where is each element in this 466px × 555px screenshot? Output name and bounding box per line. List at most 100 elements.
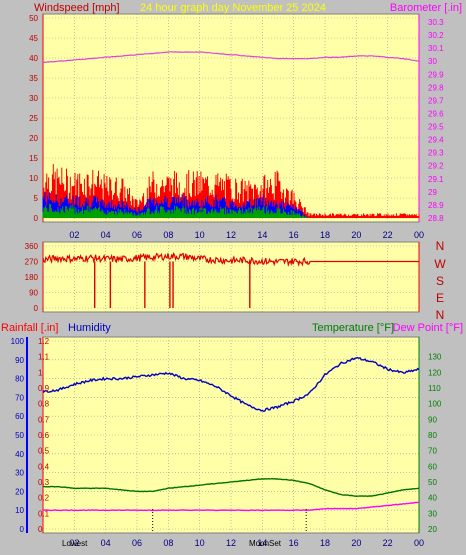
hour-tick-label-wind-18: 18 <box>320 230 330 240</box>
hour-tick-label-humidity-06: 06 <box>132 538 142 548</box>
temp-tick-label-80: 80 <box>428 431 437 440</box>
wind-tick-label-5: 5 <box>34 194 39 203</box>
hour-tick-label-wind-22: 22 <box>383 230 393 240</box>
rain-tick-label-12: 0 <box>38 525 43 534</box>
series-wind-low <box>42 203 310 218</box>
temperature-label: Temperature [°F] <box>312 322 394 334</box>
temp-tick-label-50: 50 <box>428 478 437 487</box>
baro-tick-label-5: 29.8 <box>428 83 444 92</box>
baro-tick-label-3: 30 <box>428 57 437 66</box>
graph-date-title: 24 hour graph day November 25 2024 <box>140 2 326 14</box>
wind-tick-label-40: 40 <box>29 54 38 63</box>
dir-letter-w: W <box>434 257 446 271</box>
baro-tick-label-14: 28.9 <box>428 201 444 210</box>
humidity-tick-label-90: 90 <box>15 356 24 365</box>
humidity-tick-label-10: 10 <box>15 506 24 515</box>
humidity-tick-label-0: 0 <box>20 525 25 534</box>
temp-tick-label-100: 100 <box>428 400 442 409</box>
hour-tick-label-wind-02: 02 <box>69 230 79 240</box>
hour-tick-label-wind-00: 00 <box>414 230 424 240</box>
chart-marks <box>42 51 420 533</box>
humidity-tick-label-40: 40 <box>15 450 24 459</box>
baro-tick-label-12: 29.1 <box>428 175 444 184</box>
wind-tick-label-45: 45 <box>29 34 38 43</box>
baro-tick-label-13: 29 <box>428 188 437 197</box>
baro-tick-label-9: 29.4 <box>428 136 444 145</box>
wind-tick-label-10: 10 <box>29 174 38 183</box>
direction-letters: N W S E N <box>434 239 446 322</box>
tick-labels: 0202040406060808101012121414161618182020… <box>11 14 444 548</box>
wind-tick-label-0: 0 <box>34 214 39 223</box>
humidity-tick-label-60: 60 <box>15 412 24 421</box>
lowest-label: Lowest <box>62 539 88 548</box>
rain-tick-label-11: 0.1 <box>38 509 50 518</box>
temp-tick-label-70: 70 <box>428 447 437 456</box>
temp-tick-label-60: 60 <box>428 462 437 471</box>
humidity-tick-label-30: 30 <box>15 469 24 478</box>
baro-tick-label-2: 30.1 <box>428 44 444 53</box>
humidity-tick-label-20: 20 <box>15 487 24 496</box>
rain-tick-label-5: 0.7 <box>38 415 50 424</box>
series-dewpoint <box>42 501 420 512</box>
rain-tick-label-4: 0.8 <box>38 400 50 409</box>
hour-tick-label-wind-08: 08 <box>163 230 173 240</box>
wind-plot-area <box>42 13 420 223</box>
hour-tick-label-wind-16: 16 <box>289 230 299 240</box>
wind-tick-label-50: 50 <box>29 14 38 23</box>
wind-tick-label-35: 35 <box>29 74 38 83</box>
humidity-tick-label-100: 100 <box>11 337 25 346</box>
rain-tick-label-3: 0.9 <box>38 384 50 393</box>
hour-tick-label-humidity-18: 18 <box>320 538 330 548</box>
rain-tick-label-9: 0.3 <box>38 478 50 487</box>
baro-tick-label-10: 29.3 <box>428 149 444 158</box>
series-humidity <box>42 356 420 413</box>
hour-tick-label-humidity-22: 22 <box>383 538 393 548</box>
hour-tick-label-wind-06: 06 <box>132 230 142 240</box>
baro-tick-label-0: 30.3 <box>428 18 444 27</box>
rainfall-label: Rainfall [.in] <box>1 322 58 334</box>
hour-tick-label-humidity-02: 02 <box>69 538 79 548</box>
dir-tick-label-270: 270 <box>25 258 39 267</box>
hour-tick-label-humidity-10: 10 <box>195 538 205 548</box>
hour-tick-label-wind-04: 04 <box>101 230 111 240</box>
hour-tick-label-humidity-16: 16 <box>289 538 299 548</box>
temp-tick-label-120: 120 <box>428 368 442 377</box>
wind-tick-label-20: 20 <box>29 134 38 143</box>
temp-tick-label-130: 130 <box>428 353 442 362</box>
rain-tick-label-2: 1 <box>38 368 43 377</box>
humidity-tick-label-80: 80 <box>15 375 24 384</box>
hour-tick-label-humidity-14: 14 <box>257 538 267 548</box>
hour-tick-label-humidity-20: 20 <box>351 538 361 548</box>
temp-tick-label-20: 20 <box>428 525 437 534</box>
dir-letter-n-bottom: N <box>436 308 445 322</box>
rain-tick-label-6: 0.6 <box>38 431 50 440</box>
wind-tick-label-15: 15 <box>29 154 38 163</box>
dir-tick-label-90: 90 <box>29 289 38 298</box>
dir-letter-e: E <box>436 291 444 305</box>
baro-tick-label-7: 29.6 <box>428 109 444 118</box>
baro-tick-label-6: 29.7 <box>428 96 444 105</box>
rain-tick-label-0: 1.2 <box>38 337 50 346</box>
hour-tick-label-humidity-08: 08 <box>163 538 173 548</box>
dir-tick-label-360: 360 <box>25 242 39 251</box>
rain-tick-label-8: 0.4 <box>38 462 50 471</box>
dewpoint-label: Dew Point [°F] <box>393 322 463 334</box>
temp-tick-label-30: 30 <box>428 509 437 518</box>
baro-tick-label-1: 30.2 <box>428 31 444 40</box>
temp-tick-label-90: 90 <box>428 415 437 424</box>
hour-tick-label-humidity-00: 00 <box>414 538 424 548</box>
series-temperature <box>42 477 420 498</box>
baro-tick-label-11: 29.2 <box>428 162 444 171</box>
windspeed-title: Windspeed [mph] <box>34 2 120 14</box>
hour-tick-label-humidity-04: 04 <box>101 538 111 548</box>
dir-letter-s: S <box>436 274 444 288</box>
barometer-title: Barometer [.in] <box>390 2 462 14</box>
wind-tick-label-25: 25 <box>29 114 38 123</box>
dir-tick-label-0: 0 <box>34 304 39 313</box>
moonset-label: MoonSet <box>249 539 282 548</box>
hour-tick-label-wind-14: 14 <box>257 230 267 240</box>
baro-tick-label-4: 29.9 <box>428 70 444 79</box>
humidity-tick-label-50: 50 <box>15 431 24 440</box>
humidity-label: Humidity <box>68 322 111 334</box>
